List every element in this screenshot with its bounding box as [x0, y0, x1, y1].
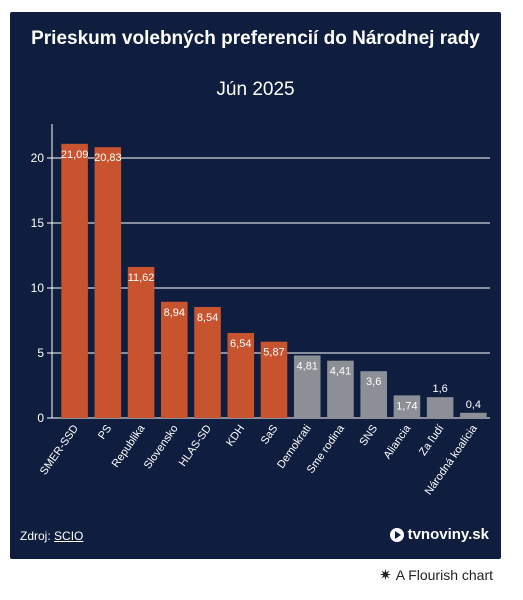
- bar: [293, 355, 321, 418]
- data-label: 1,6: [433, 383, 448, 395]
- brand-logo[interactable]: tvnoviny.sk: [389, 526, 489, 543]
- y-tick-label: 10: [31, 281, 45, 295]
- x-tick-label: Za ľudí: [417, 423, 447, 458]
- bar: [393, 395, 421, 418]
- flourish-credit[interactable]: ✷ A Flourish chart: [379, 566, 493, 584]
- x-tick-label: SMER-SSD: [38, 423, 81, 477]
- bar: [61, 143, 88, 418]
- bar: [460, 412, 487, 418]
- x-tick-label: PS: [96, 423, 114, 442]
- bar: [426, 397, 454, 418]
- play-circle-icon: [389, 527, 404, 542]
- chart-card: Prieskum volebných preferencií do Národn…: [10, 12, 501, 559]
- bar: [194, 306, 221, 418]
- y-tick-label: 15: [31, 216, 45, 230]
- x-tick-label: SNS: [357, 423, 380, 448]
- chart-title: Prieskum volebných preferencií do Národn…: [31, 28, 480, 49]
- bar: [227, 332, 255, 418]
- data-label: 11,62: [128, 272, 155, 284]
- bar: [327, 360, 354, 418]
- data-label: 4,81: [297, 360, 318, 372]
- bar: [260, 341, 288, 418]
- data-label: 0,4: [466, 399, 481, 411]
- data-label: 5,87: [263, 347, 284, 359]
- data-label: 20,83: [94, 152, 122, 164]
- data-label: 21,09: [61, 149, 89, 161]
- bar: [127, 266, 155, 418]
- x-tick-label: Slovensko: [142, 423, 181, 471]
- y-tick-label: 20: [31, 151, 45, 165]
- x-tick-label: KDH: [224, 423, 247, 449]
- data-label: 8,54: [197, 312, 218, 324]
- source-link[interactable]: SCIO: [54, 529, 84, 543]
- data-label: 3,6: [366, 376, 381, 388]
- flourish-asterisk-icon: ✷: [379, 567, 392, 584]
- data-label: 4,41: [330, 366, 351, 378]
- chart-subtitle: Jún 2025: [216, 79, 295, 100]
- data-label: 6,54: [230, 338, 251, 350]
- brand-name: tvnoviny.sk: [407, 526, 489, 543]
- bar: [161, 301, 188, 418]
- credit-text: A Flourish chart: [395, 567, 493, 583]
- bar: [94, 147, 122, 418]
- source-note: Zdroj: SCIO: [20, 529, 83, 543]
- source-label: Zdroj:: [20, 529, 51, 543]
- data-label: 8,94: [164, 307, 185, 319]
- y-tick-label: 0: [37, 411, 44, 425]
- y-tick-label: 5: [37, 346, 44, 360]
- data-label: 1,74: [396, 400, 417, 412]
- x-tick-label: HLAS-SD: [177, 423, 214, 469]
- bar: [360, 371, 387, 418]
- x-tick-label: SaS: [259, 423, 281, 447]
- x-tick-label: Aliancia: [381, 422, 413, 461]
